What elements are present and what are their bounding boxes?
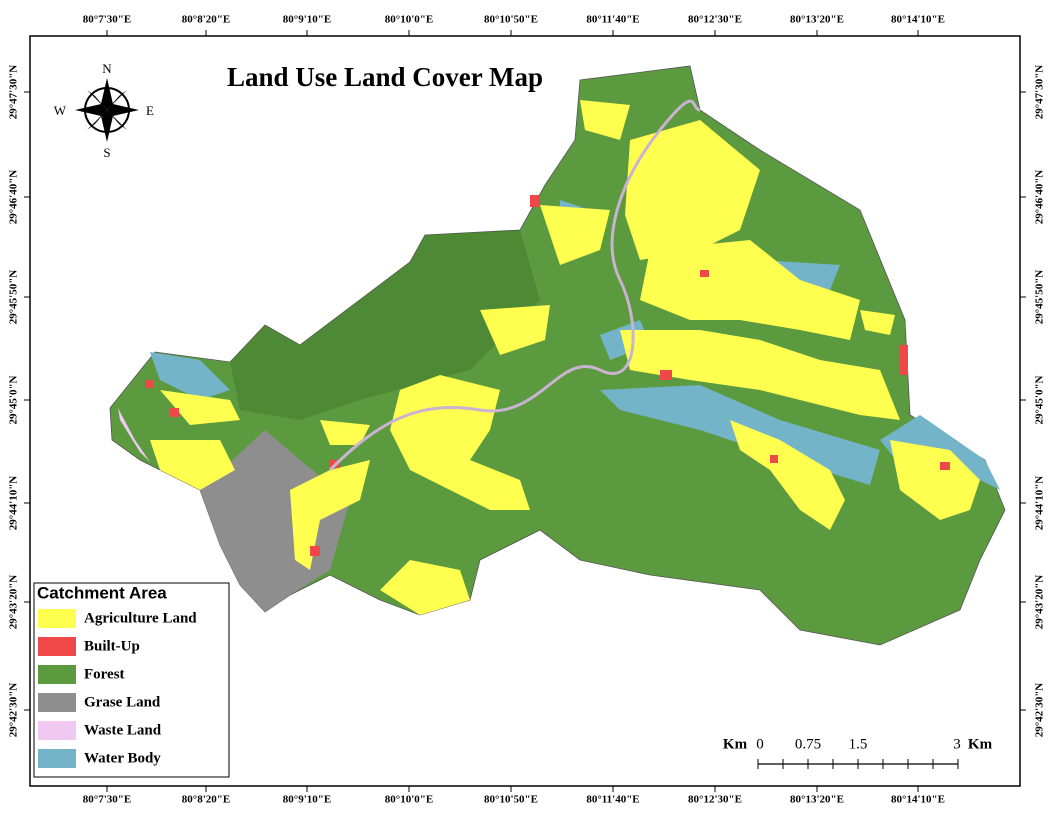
legend-swatch	[38, 609, 76, 628]
latitude-label: 29°46'40"N	[8, 170, 20, 225]
scale-bar: Km Km 0 0.75 1.5 3	[723, 736, 993, 769]
latitude-label: 29°43'20"N	[8, 575, 20, 630]
longitude-label: 80°14'10"E	[891, 14, 945, 26]
legend-swatch	[38, 693, 76, 712]
river	[328, 99, 701, 472]
latitude-label: 29°44'10"N	[1034, 476, 1046, 531]
compass-e: E	[146, 103, 154, 118]
latitude-label: 29°44'10"N	[8, 476, 20, 531]
longitude-label: 80°10'50"E	[484, 794, 538, 806]
forest-shade	[230, 230, 540, 420]
legend-swatch	[38, 665, 76, 684]
legend-label: Forest	[84, 666, 125, 682]
agriculture-areas	[150, 100, 980, 615]
legend-swatch	[38, 749, 76, 768]
legend-swatch	[38, 721, 76, 740]
latitude-label: 29°47'30"N	[8, 65, 20, 120]
scale-label: 0	[756, 736, 764, 752]
latitude-label: 29°42'30"N	[1034, 683, 1046, 738]
latitude-label: 29°42'30"N	[8, 683, 20, 738]
scale-label: 0.75	[795, 736, 821, 752]
longitude-label: 80°12'30"E	[688, 14, 742, 26]
longitude-label: 80°9'10"E	[283, 14, 331, 26]
latitude-label: 29°45'50"N	[1034, 270, 1046, 325]
latitude-label: 29°43'20"N	[1034, 575, 1046, 630]
latitude-label: 29°47'30"N	[1034, 65, 1046, 120]
grass-area	[200, 430, 350, 612]
scale-unit: Km	[723, 736, 748, 752]
longitude-label: 80°10'0"E	[385, 14, 433, 26]
legend-label: Grase Land	[84, 694, 161, 710]
longitude-label: 80°12'30"E	[688, 794, 742, 806]
longitude-label: 80°11'40"E	[586, 14, 639, 26]
latitude-label: 29°45'50"N	[8, 270, 20, 325]
latitude-label: 29°45'0"N	[1034, 375, 1046, 424]
longitude-label: 80°7'30"E	[83, 794, 131, 806]
longitude-label: 80°11'40"E	[586, 794, 639, 806]
builtup-areas	[145, 195, 950, 556]
longitude-label: 80°13'20"E	[790, 14, 844, 26]
longitude-label: 80°7'30"E	[83, 14, 131, 26]
legend-swatch	[38, 637, 76, 656]
compass-s: S	[103, 145, 110, 160]
legend-label: Agriculture Land	[84, 610, 197, 626]
latitude-label: 29°45'0"N	[8, 375, 20, 424]
legend-title: Catchment Area	[37, 583, 167, 602]
scale-label: 1.5	[849, 736, 868, 752]
longitude-label: 80°13'20"E	[790, 794, 844, 806]
latitude-label: 29°46'40"N	[1034, 170, 1046, 225]
legend-label: Built-Up	[84, 638, 140, 654]
longitude-label: 80°8'20"E	[182, 14, 230, 26]
legend-label: Waste Land	[84, 722, 162, 738]
map-title: Land Use Land Cover Map	[227, 62, 543, 92]
scale-label: 3	[953, 736, 961, 752]
longitude-label: 80°10'50"E	[484, 14, 538, 26]
catchment	[109, 65, 1006, 646]
longitude-label: 80°8'20"E	[182, 794, 230, 806]
longitude-label: 80°9'10"E	[283, 794, 331, 806]
scale-unit: Km	[968, 736, 993, 752]
longitude-label: 80°10'0"E	[385, 794, 433, 806]
north-arrow: N S E W	[54, 61, 154, 160]
legend-label: Water Body	[84, 750, 161, 766]
compass-n: N	[102, 61, 112, 76]
legend: Catchment Area Agriculture Land Built-Up F…	[33, 582, 230, 778]
compass-w: W	[54, 103, 67, 118]
longitude-label: 80°14'10"E	[891, 794, 945, 806]
